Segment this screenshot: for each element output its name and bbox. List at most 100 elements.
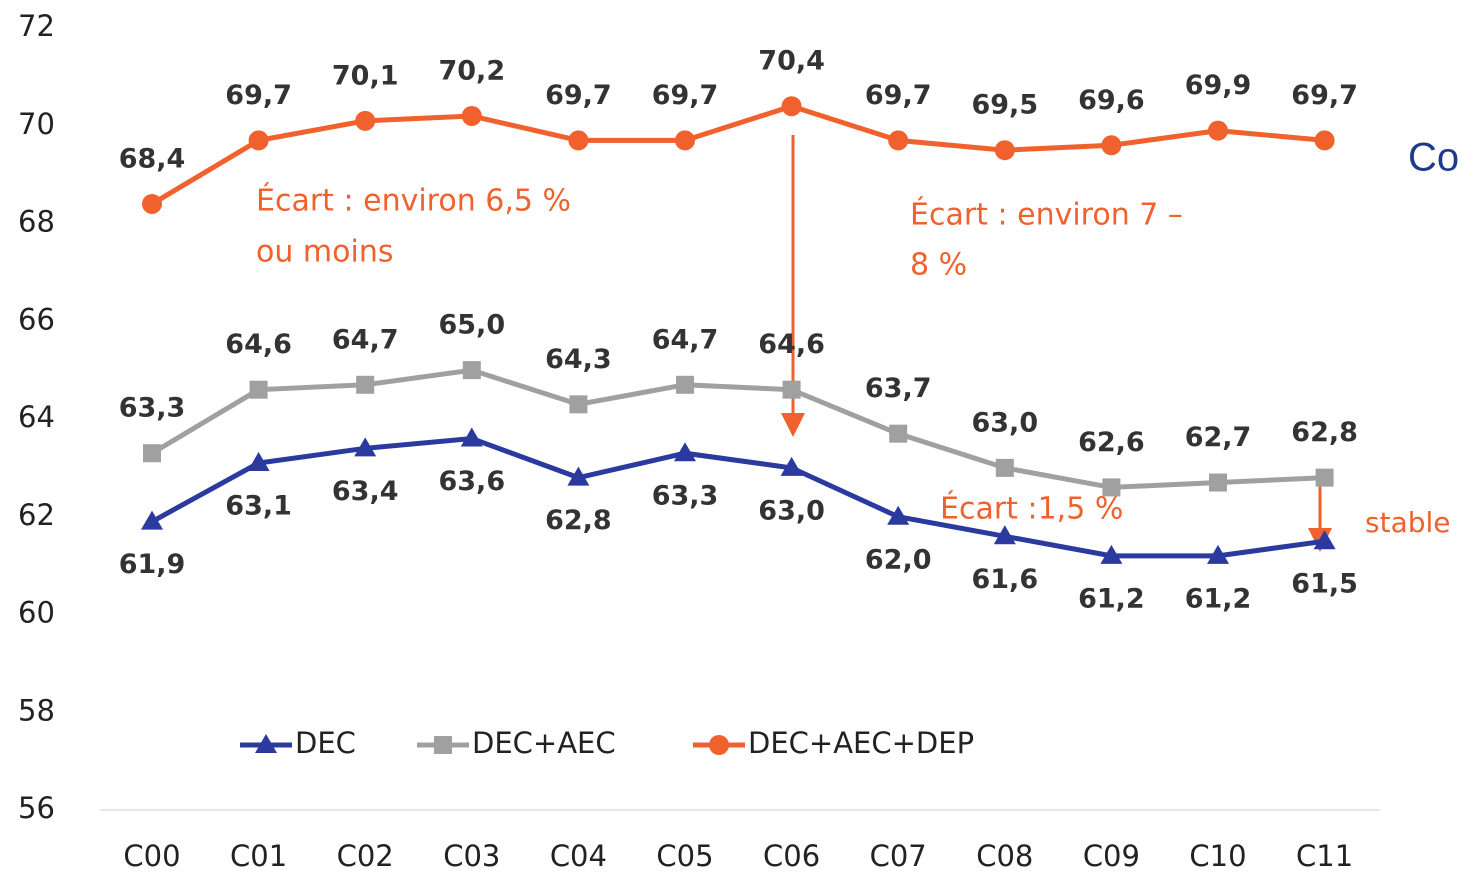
point <box>142 193 162 214</box>
value-label: 61,9 <box>119 549 186 580</box>
y-tick-label: 68 <box>18 205 55 239</box>
annotation: Écart : environ 6,5 % <box>256 183 571 219</box>
x-tick-label: C06 <box>763 839 820 873</box>
annotation: Écart :1,5 % <box>940 491 1123 527</box>
point <box>994 140 1015 161</box>
x-tick-label: C00 <box>123 839 180 873</box>
value-label: 70,1 <box>332 60 399 91</box>
value-label: 69,7 <box>652 80 719 111</box>
point <box>675 130 695 151</box>
annotation: ou moins <box>256 235 393 270</box>
y-tick-label: 66 <box>18 302 55 336</box>
value-label: 63,7 <box>865 373 932 404</box>
x-tick-label: C01 <box>230 839 287 873</box>
value-label: 63,0 <box>758 495 825 526</box>
value-label: 69,9 <box>1185 70 1252 101</box>
point <box>568 130 589 151</box>
point <box>1313 530 1336 550</box>
value-label: 63,3 <box>119 393 186 424</box>
point <box>248 130 269 151</box>
y-tick-label: 72 <box>18 9 55 43</box>
value-label: 63,0 <box>971 407 1038 438</box>
value-label: 64,6 <box>758 329 825 360</box>
point <box>781 96 802 117</box>
point <box>780 456 803 476</box>
annotation: stable <box>1365 506 1451 539</box>
value-label: 61,2 <box>1078 583 1145 614</box>
value-label: 68,4 <box>119 143 186 174</box>
point <box>1208 120 1228 141</box>
value-label: 63,4 <box>332 476 399 507</box>
value-label: 64,7 <box>332 324 399 355</box>
y-tick-label: 64 <box>18 400 55 434</box>
point <box>355 110 376 131</box>
y-tick-label: 58 <box>18 693 55 727</box>
x-tick-label: C04 <box>550 839 607 873</box>
annotation: Écart : environ 7 – <box>910 197 1183 233</box>
value-label: 62,0 <box>865 544 932 575</box>
value-label: 61,5 <box>1291 569 1358 600</box>
x-tick-label: C05 <box>656 839 713 873</box>
legend-marker <box>709 735 729 755</box>
value-label: 63,3 <box>652 481 719 512</box>
legend-label: DEC <box>295 726 356 760</box>
value-label: 70,4 <box>758 46 825 77</box>
point <box>249 380 268 399</box>
legend-label: DEC+AEC+DEP <box>748 726 974 760</box>
value-label: 61,6 <box>971 564 1038 595</box>
y-tick-label: 70 <box>18 107 55 141</box>
value-label: 69,7 <box>225 80 292 111</box>
x-tick-label: C02 <box>337 839 394 873</box>
point <box>354 437 377 457</box>
x-tick-label: C03 <box>443 839 500 873</box>
point <box>674 442 696 462</box>
point <box>569 395 588 414</box>
y-tick-label: 60 <box>18 596 55 630</box>
point <box>460 427 483 447</box>
series-line <box>150 367 1325 490</box>
point <box>1209 473 1227 492</box>
point <box>1102 478 1121 497</box>
value-label: 64,6 <box>225 329 292 360</box>
value-label: 69,7 <box>1291 80 1358 111</box>
value-label: 62,7 <box>1185 422 1252 453</box>
point <box>888 130 909 151</box>
y-tick-label: 56 <box>18 791 55 825</box>
value-label: 63,1 <box>225 490 292 521</box>
point <box>356 375 375 394</box>
point <box>1100 544 1123 564</box>
point <box>995 458 1014 477</box>
point <box>1207 544 1229 564</box>
value-label: 65,0 <box>438 310 505 341</box>
point <box>1101 135 1122 156</box>
value-label: 62,8 <box>545 505 612 536</box>
point <box>462 361 481 380</box>
value-label: 70,2 <box>438 55 505 86</box>
point <box>143 444 161 463</box>
point <box>1315 468 1334 487</box>
x-tick-label: C10 <box>1189 839 1246 873</box>
value-label: 69,7 <box>865 80 932 111</box>
value-label: 69,7 <box>545 80 612 111</box>
value-label: 62,8 <box>1291 417 1358 448</box>
value-label: 61,2 <box>1185 583 1252 614</box>
point <box>1314 130 1335 151</box>
point <box>461 105 482 126</box>
value-label: 63,6 <box>438 466 505 497</box>
annotation: Co <box>1408 136 1459 180</box>
point <box>887 505 910 525</box>
x-tick-label: C11 <box>1296 839 1353 873</box>
point <box>889 424 908 443</box>
value-label: 69,6 <box>1078 85 1145 116</box>
value-label: 62,6 <box>1078 427 1145 458</box>
point <box>993 525 1016 545</box>
series-line <box>150 103 1325 207</box>
x-tick-label: C07 <box>870 839 927 873</box>
point <box>676 375 694 394</box>
legend-label: DEC+AEC <box>472 726 616 760</box>
point <box>247 451 270 471</box>
legend-marker <box>255 734 277 753</box>
y-tick-label: 62 <box>18 498 55 532</box>
point <box>141 510 163 530</box>
